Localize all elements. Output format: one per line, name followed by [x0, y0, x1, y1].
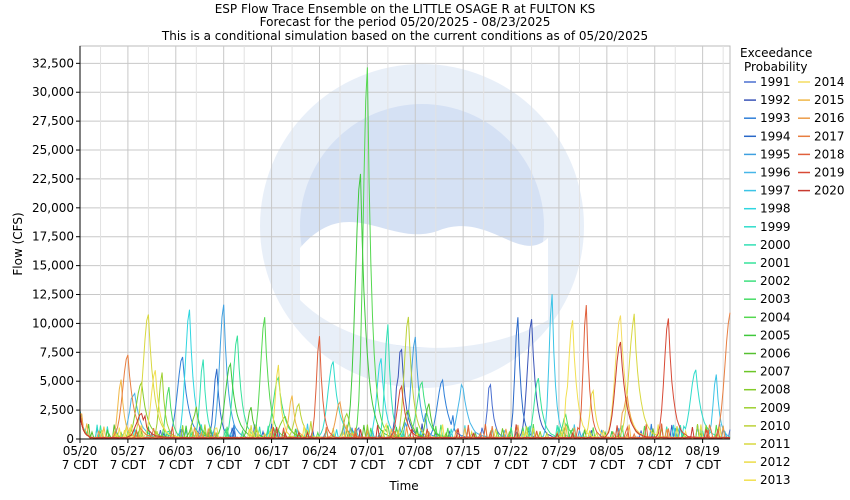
- x-tick-time-6: 7 CDT: [349, 458, 386, 472]
- legend-label-1996: 1996: [760, 166, 791, 180]
- legend-label-2008: 2008: [760, 383, 791, 397]
- y-axis-ticks: 0 2,500 5,000 7,500 10,000 12,500 15,000 17,500…: [32, 56, 80, 446]
- chart-condition-note: This is a conditional simulation based o…: [161, 29, 648, 43]
- y-tick-label-2: 5,000: [40, 374, 74, 388]
- x-tick-date-10: 07/29: [542, 444, 577, 458]
- legend-label-2015: 2015: [814, 93, 845, 107]
- y-tick-label-1: 2,500: [40, 403, 74, 417]
- y-tick-label-11: 27,500: [32, 114, 74, 128]
- y-tick-label-4: 10,000: [32, 316, 74, 330]
- x-tick-time-12: 7 CDT: [637, 458, 674, 472]
- y-tick-label-8: 20,000: [32, 201, 74, 215]
- legend-label-1992: 1992: [760, 93, 791, 107]
- y-tick-label-5: 12,500: [32, 288, 74, 302]
- legend-label-1995: 1995: [760, 147, 791, 161]
- x-tick-time-11: 7 CDT: [589, 458, 626, 472]
- y-tick-label-3: 7,500: [40, 345, 74, 359]
- y-tick-label-10: 25,000: [32, 143, 74, 157]
- y-tick-label-7: 17,500: [32, 230, 74, 244]
- legend-label-2019: 2019: [814, 166, 845, 180]
- axes: [79, 46, 730, 440]
- x-axis-label: Time: [388, 479, 418, 493]
- y-tick-label-0: 0: [66, 432, 74, 446]
- x-tick-time-7: 7 CDT: [397, 458, 434, 472]
- noaa-watermark: [260, 64, 584, 388]
- legend-label-2011: 2011: [760, 437, 791, 451]
- legend-label-2004: 2004: [760, 310, 791, 324]
- legend-label-2010: 2010: [760, 419, 791, 433]
- y-tick-label-12: 30,000: [32, 85, 74, 99]
- legend-label-2001: 2001: [760, 256, 791, 270]
- x-tick-date-6: 07/01: [350, 444, 385, 458]
- legend-label-1993: 1993: [760, 111, 791, 125]
- x-tick-date-8: 07/15: [446, 444, 481, 458]
- x-tick-time-8: 7 CDT: [445, 458, 482, 472]
- x-tick-date-13: 08/19: [685, 444, 720, 458]
- legend-label-2005: 2005: [760, 328, 791, 342]
- y-tick-label-6: 15,000: [32, 259, 74, 273]
- x-tick-date-1: 05/27: [111, 444, 146, 458]
- x-tick-date-11: 08/05: [590, 444, 625, 458]
- x-tick-time-2: 7 CDT: [158, 458, 195, 472]
- x-tick-date-0: 05/20: [63, 444, 98, 458]
- legend-label-2017: 2017: [814, 129, 845, 143]
- x-tick-date-3: 06/10: [206, 444, 241, 458]
- chart-subtitle: Forecast for the period 05/20/2025 - 08/…: [260, 15, 551, 29]
- y-tick-label-9: 22,500: [32, 172, 74, 186]
- y-tick-label-13: 32,500: [32, 56, 74, 70]
- watermark-seagull: [300, 221, 548, 348]
- series-lines: [79, 67, 731, 440]
- x-tick-date-9: 07/22: [494, 444, 529, 458]
- x-tick-time-4: 7 CDT: [253, 458, 290, 472]
- legend-label-2018: 2018: [814, 147, 845, 161]
- legend-title-line-2: Probability: [744, 60, 807, 74]
- legend: Exceedance Probability 1991 1992 1993 1994 1…: [740, 46, 845, 487]
- x-tick-time-10: 7 CDT: [541, 458, 578, 472]
- legend-label-2014: 2014: [814, 75, 845, 89]
- x-tick-date-2: 06/03: [158, 444, 193, 458]
- x-tick-date-7: 07/08: [398, 444, 433, 458]
- chart-title: ESP Flow Trace Ensemble on the LITTLE OS…: [215, 2, 596, 16]
- grid-lines: [79, 46, 730, 440]
- y-axis-label: Flow (CFS): [11, 212, 25, 275]
- x-tick-time-1: 7 CDT: [110, 458, 147, 472]
- x-tick-time-3: 7 CDT: [205, 458, 242, 472]
- legend-label-2009: 2009: [760, 401, 791, 415]
- x-tick-time-13: 7 CDT: [684, 458, 721, 472]
- series-line-2020: [79, 341, 731, 439]
- legend-label-2013: 2013: [760, 473, 791, 487]
- x-tick-time-9: 7 CDT: [493, 458, 530, 472]
- legend-label-1998: 1998: [760, 202, 791, 216]
- x-tick-date-4: 06/17: [254, 444, 289, 458]
- legend-label-1997: 1997: [760, 184, 791, 198]
- legend-label-2020: 2020: [814, 184, 845, 198]
- legend-label-2000: 2000: [760, 238, 791, 252]
- legend-label-1999: 1999: [760, 220, 791, 234]
- x-tick-date-12: 08/12: [637, 444, 672, 458]
- x-tick-time-0: 7 CDT: [62, 458, 99, 472]
- legend-label-2002: 2002: [760, 274, 791, 288]
- x-tick-date-5: 06/24: [302, 444, 337, 458]
- legend-title-line-1: Exceedance: [740, 46, 812, 60]
- legend-label-2003: 2003: [760, 292, 791, 306]
- legend-label-2016: 2016: [814, 111, 845, 125]
- legend-label-1994: 1994: [760, 129, 791, 143]
- legend-label-1991: 1991: [760, 75, 791, 89]
- legend-label-2006: 2006: [760, 347, 791, 361]
- legend-label-2007: 2007: [760, 365, 791, 379]
- legend-label-2012: 2012: [760, 455, 791, 469]
- x-tick-time-5: 7 CDT: [301, 458, 338, 472]
